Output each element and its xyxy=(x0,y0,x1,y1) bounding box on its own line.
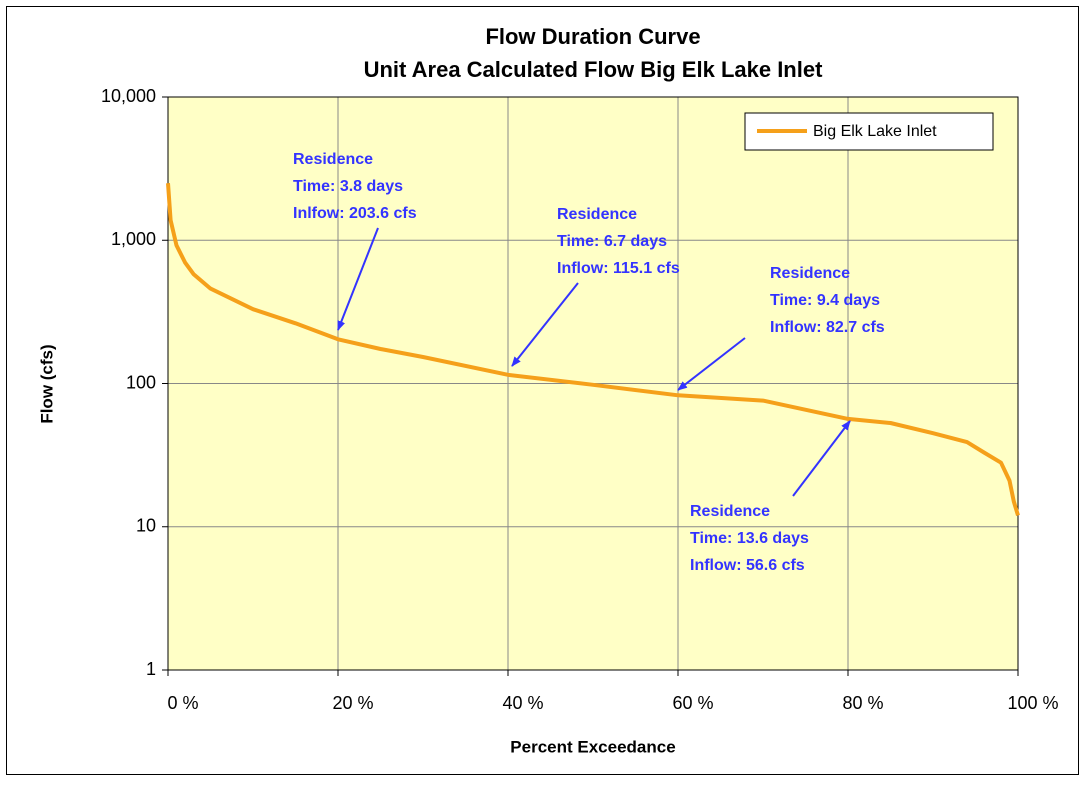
annotation-text: Time: 9.4 days xyxy=(770,292,880,309)
y-tick-label: 100 xyxy=(126,372,156,392)
y-tick-label: 1,000 xyxy=(111,229,156,249)
x-tick-label: 100 % xyxy=(1007,693,1058,713)
series-line xyxy=(166,183,1020,516)
annotation-text: Inlfow: 203.6 cfs xyxy=(293,205,417,222)
x-tick-label: 0 % xyxy=(167,693,198,713)
annotation-text: Time: 6.7 days xyxy=(557,233,667,250)
annotation-arrow xyxy=(337,227,379,331)
annotation-text: Residence xyxy=(557,206,637,223)
annotation-text: Inflow: 56.6 cfs xyxy=(690,557,805,574)
y-tick-label: 10 xyxy=(136,516,156,536)
x-tick-label: 40 % xyxy=(502,693,543,713)
annotation-arrow xyxy=(792,420,851,497)
plot-border xyxy=(167,96,1019,671)
chart-subtitle: Unit Area Calculated Flow Big Elk Lake I… xyxy=(364,57,824,82)
y-tick-label: 10,000 xyxy=(101,86,156,106)
legend-label: Big Elk Lake Inlet xyxy=(813,123,937,140)
annotation-text: Time: 3.8 days xyxy=(293,178,403,195)
annotation-text: Residence xyxy=(690,503,770,520)
annotation-text: Residence xyxy=(293,151,373,168)
y-tick-label: 1 xyxy=(146,659,156,679)
annotation-arrow xyxy=(677,337,746,391)
annotation-text: Inflow: 115.1 cfs xyxy=(557,260,680,277)
chart-title: Flow Duration Curve xyxy=(485,24,700,49)
annotation-text: Inflow: 82.7 cfs xyxy=(770,319,885,336)
annotation-text: Residence xyxy=(770,265,850,282)
annotation-arrow xyxy=(511,282,579,367)
x-axis-label: Percent Exceedance xyxy=(510,737,675,756)
x-tick-label: 60 % xyxy=(672,693,713,713)
x-tick-label: 80 % xyxy=(842,693,883,713)
annotation-text: Time: 13.6 days xyxy=(690,530,809,547)
y-axis-label: Flow (cfs) xyxy=(37,344,56,423)
x-tick-label: 20 % xyxy=(332,693,373,713)
